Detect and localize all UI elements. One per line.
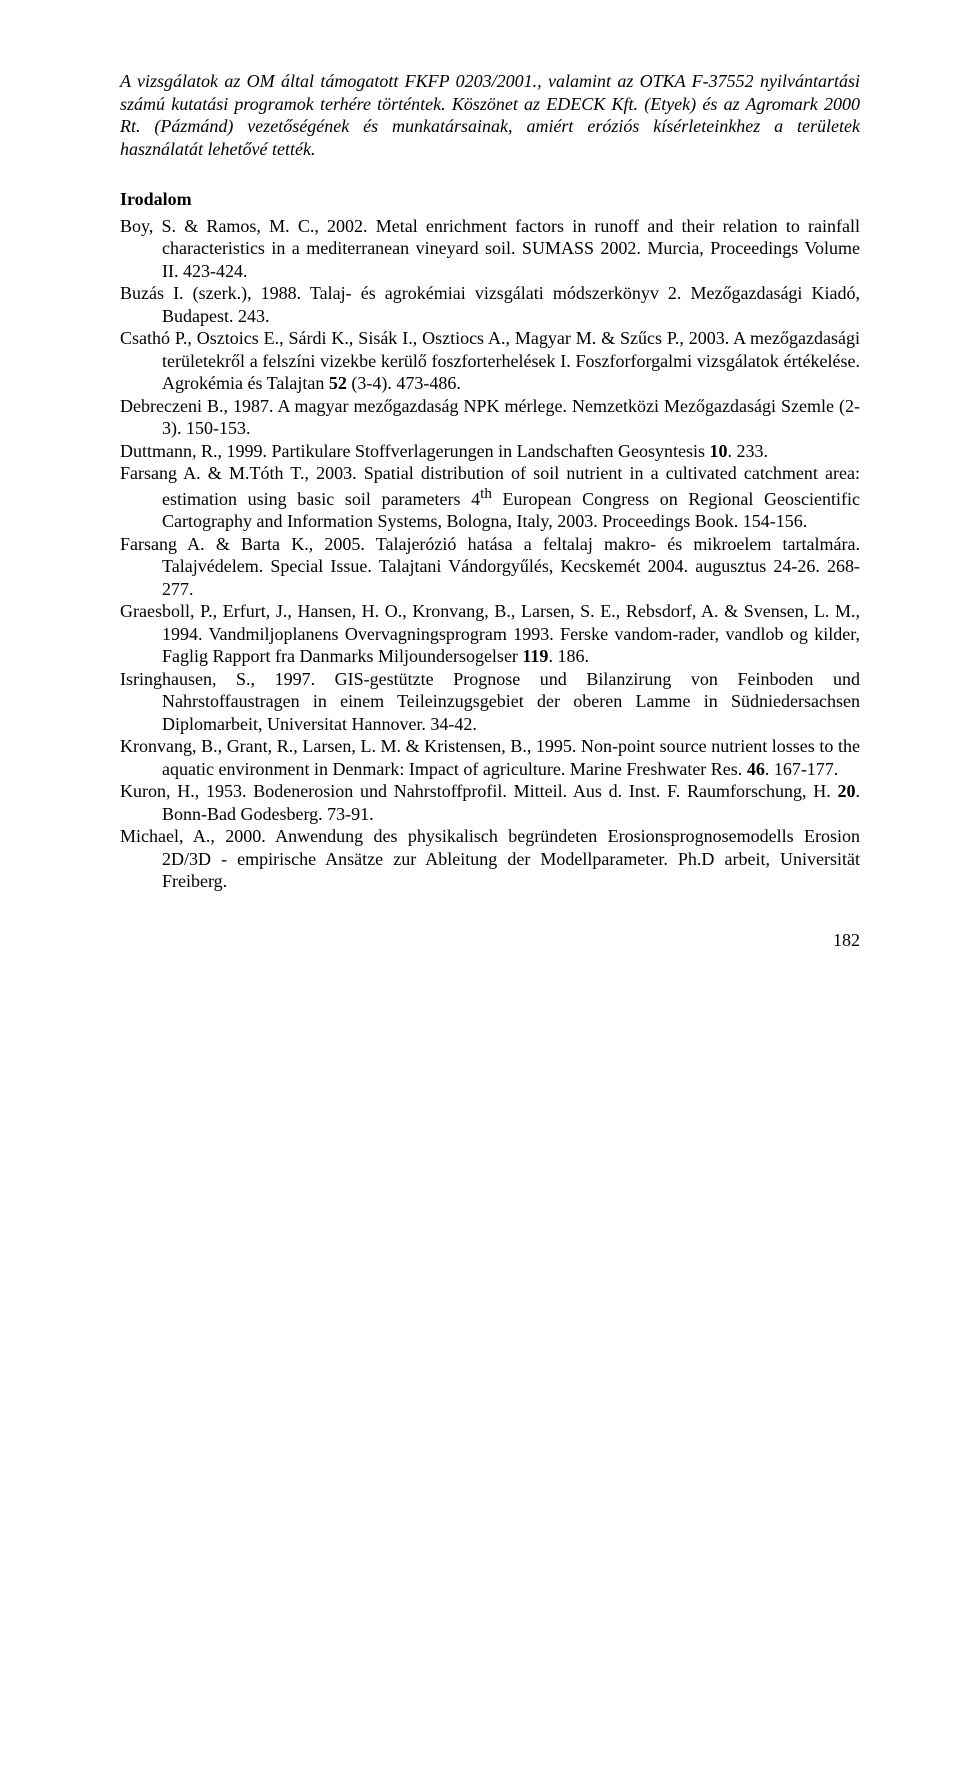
reference-item: Isringhausen, S., 1997. GIS-gestützte Pr… <box>120 668 860 736</box>
acknowledgment-paragraph: A vizsgálatok az OM által támogatott FKF… <box>120 70 860 160</box>
reference-item: Michael, A., 2000. Anwendung des physika… <box>120 825 860 893</box>
reference-item: Farsang A. & Barta K., 2005. Talajerózió… <box>120 533 860 601</box>
page-number: 182 <box>120 929 860 952</box>
reference-item: Boy, S. & Ramos, M. C., 2002. Metal enri… <box>120 215 860 283</box>
reference-item: Farsang A. & M.Tóth T., 2003. Spatial di… <box>120 462 860 533</box>
references-heading: Irodalom <box>120 188 860 211</box>
references-list: Boy, S. & Ramos, M. C., 2002. Metal enri… <box>120 215 860 893</box>
reference-item: Buzás I. (szerk.), 1988. Talaj- és agrok… <box>120 282 860 327</box>
reference-item: Duttmann, R., 1999. Partikulare Stoffver… <box>120 440 860 463</box>
reference-item: Csathó P., Osztoics E., Sárdi K., Sisák … <box>120 327 860 395</box>
reference-item: Debreczeni B., 1987. A magyar mezőgazdas… <box>120 395 860 440</box>
reference-item: Graesboll, P., Erfurt, J., Hansen, H. O.… <box>120 600 860 668</box>
reference-item: Kuron, H., 1953. Bodenerosion und Nahrst… <box>120 780 860 825</box>
reference-item: Kronvang, B., Grant, R., Larsen, L. M. &… <box>120 735 860 780</box>
